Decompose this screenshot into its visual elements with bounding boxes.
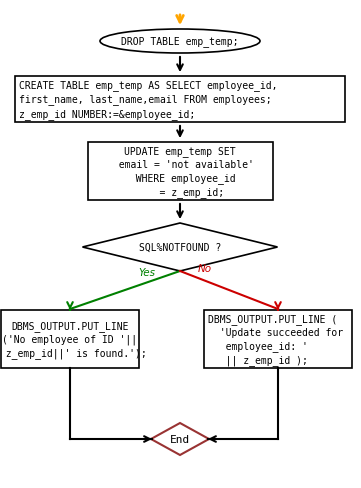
Text: UPDATE emp_temp SET
  email = 'not available'
  WHERE employee_id
    = z_emp_id: UPDATE emp_temp SET email = 'not availab… [106, 145, 253, 198]
FancyBboxPatch shape [15, 77, 345, 123]
FancyBboxPatch shape [204, 310, 352, 368]
Text: SQL%NOTFOUND ?: SQL%NOTFOUND ? [139, 243, 221, 252]
Text: CREATE TABLE emp_temp AS SELECT employee_id,
first_name, last_name,email FROM em: CREATE TABLE emp_temp AS SELECT employee… [19, 81, 278, 119]
Text: DROP TABLE emp_temp;: DROP TABLE emp_temp; [121, 37, 239, 47]
Text: End: End [170, 434, 190, 444]
Polygon shape [151, 423, 209, 455]
Text: DBMS_OUTPUT.PUT_LINE (
  'Update succeeded for
   employee_id: '
   || z_emp_id : DBMS_OUTPUT.PUT_LINE ( 'Update succeeded… [208, 313, 343, 366]
Text: DBMS_OUTPUT.PUT_LINE
('No employee of ID '||
  z_emp_id||' is found.');: DBMS_OUTPUT.PUT_LINE ('No employee of ID… [0, 320, 146, 359]
Ellipse shape [100, 30, 260, 54]
Polygon shape [83, 224, 278, 271]
Text: No: No [198, 264, 212, 273]
FancyBboxPatch shape [87, 142, 273, 201]
FancyBboxPatch shape [1, 310, 139, 368]
Text: Yes: Yes [138, 267, 155, 278]
